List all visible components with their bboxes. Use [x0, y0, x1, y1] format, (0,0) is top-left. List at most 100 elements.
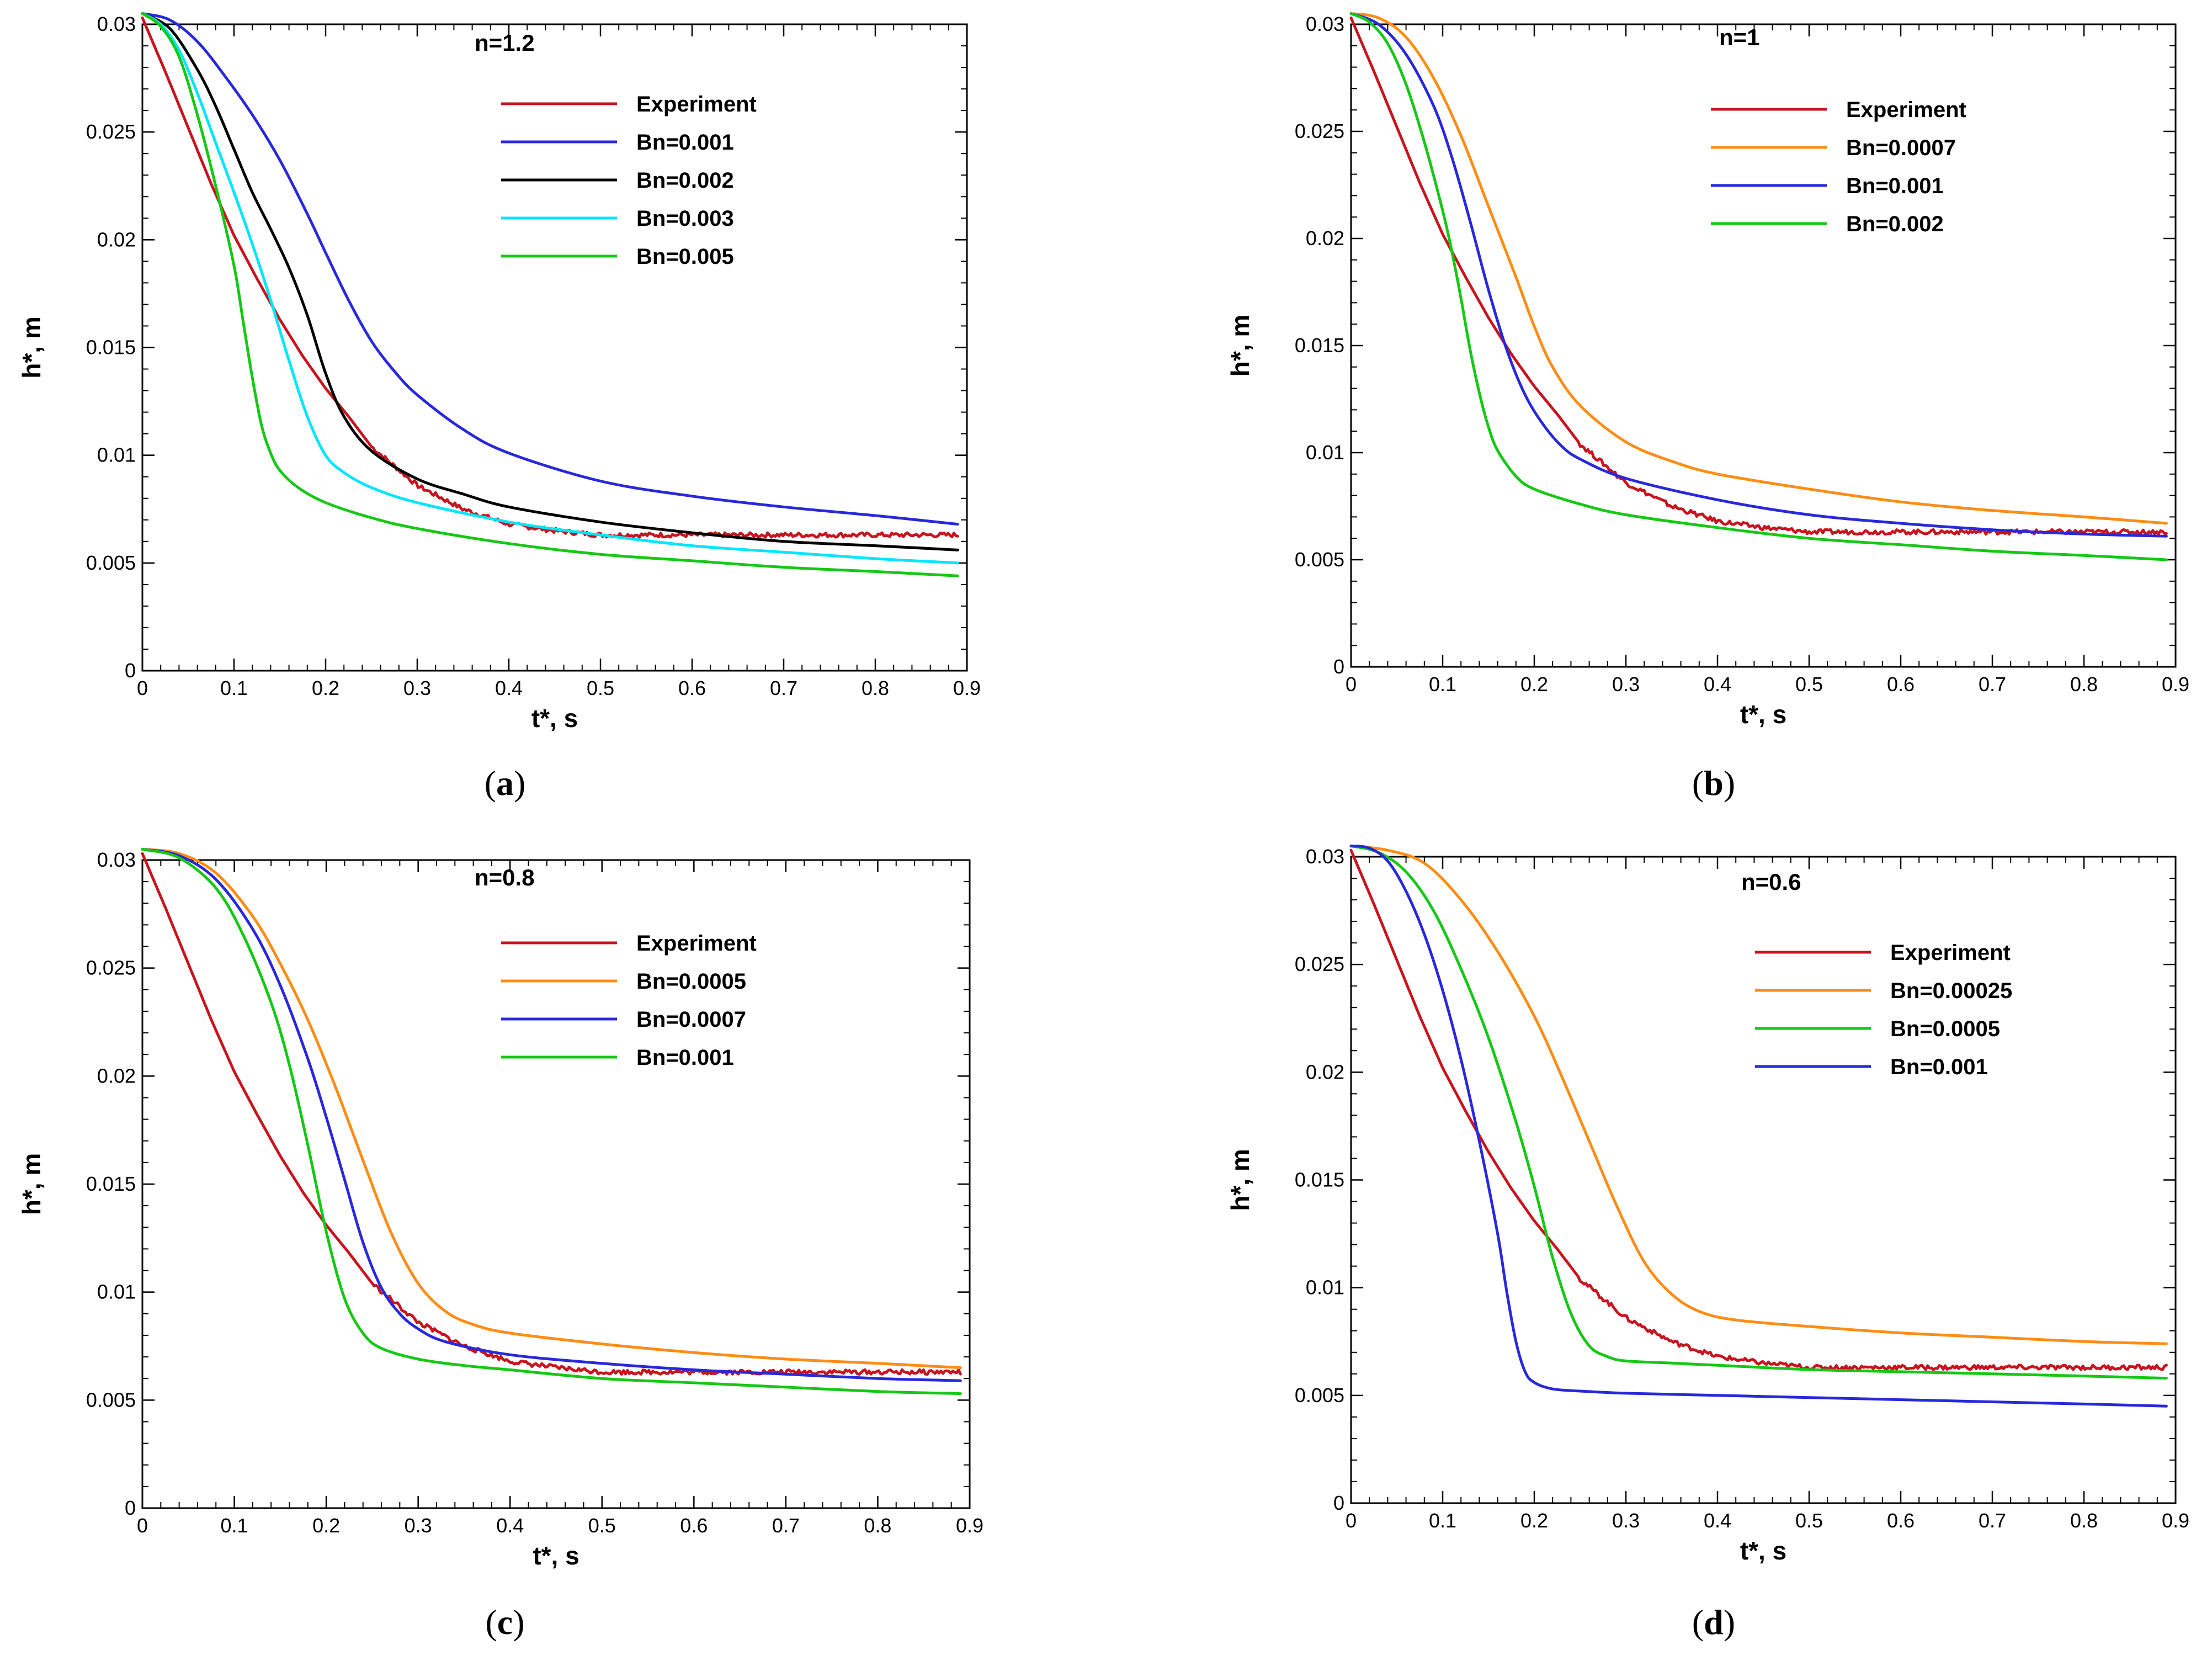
- y-tick-label: 0.005: [1295, 1384, 1344, 1407]
- x-tick-label: 0.8: [2070, 673, 2098, 696]
- x-tick-label: 0.7: [1979, 1509, 2006, 1532]
- series-line-bn-0-00025: [1349, 845, 2168, 1345]
- y-tick-label: 0.015: [1295, 1169, 1344, 1191]
- x-tick-label: 0: [137, 1514, 148, 1537]
- legend-entry-label: Experiment: [1890, 941, 2011, 965]
- legend-entry-label: Experiment: [1846, 98, 1966, 122]
- plot-frame: [141, 23, 968, 672]
- panel-caption: (c): [485, 1603, 524, 1642]
- x-tick-label: 0.9: [2162, 673, 2189, 696]
- y-axis-label: h*, m: [17, 1153, 46, 1215]
- x-tick-label: 0.2: [1520, 673, 1548, 696]
- legend-entry-label: Bn=0.001: [1846, 174, 1944, 198]
- x-tick-label: 0.2: [312, 677, 339, 699]
- series-line-experiment: [1349, 848, 2168, 1371]
- series-line-bn-0-005: [141, 12, 959, 577]
- chart-title: n=1.2: [475, 30, 535, 56]
- y-tick-label: 0.025: [1295, 120, 1344, 142]
- series-line-bn-0-002: [1349, 12, 2168, 561]
- y-tick-label: 0.03: [1306, 13, 1344, 35]
- panel-caption: (a): [485, 763, 526, 803]
- y-tick-label: 0: [1333, 655, 1344, 678]
- y-tick-label: 0.005: [86, 1388, 136, 1411]
- x-tick-label: 0.4: [1704, 1509, 1731, 1532]
- panel-d: 0 0.1 0.2 0.3 0.4 0.5 0.6 0.7 0.8 0.9 0 0.005 0.01 0.…: [1226, 845, 2189, 1642]
- x-tick-label: 0.7: [770, 677, 797, 699]
- plot-frame: [1350, 856, 2177, 1504]
- x-tick-label: 0.1: [1429, 1509, 1456, 1532]
- x-axis-label: t*, s: [1740, 700, 1786, 729]
- x-tick-label: 0.4: [496, 1514, 524, 1537]
- y-tick-label: 0.02: [97, 228, 136, 251]
- chart-title: n=0.8: [475, 864, 535, 890]
- y-tick-label: 0.015: [1295, 334, 1344, 357]
- legend-entry-label: Bn=0.0007: [636, 1007, 746, 1032]
- legend-entry-label: Bn=0.001: [1890, 1055, 1988, 1079]
- legend: Experiment Bn=0.0005 Bn=0.0007 Bn=0.001: [501, 931, 757, 1070]
- chart-title: n=1: [1719, 24, 1760, 50]
- x-tick-label: 0.6: [680, 1514, 708, 1537]
- series-line-bn-0-001: [141, 847, 962, 1396]
- panel-c: 0 0.1 0.2 0.3 0.4 0.5 0.6 0.7 0.8 0.9 0 0.005 0.01 0.…: [17, 847, 983, 1642]
- y-tick-label: 0.025: [86, 120, 136, 143]
- chart-title: n=0.6: [1741, 869, 1801, 895]
- series-line-experiment: [141, 852, 962, 1376]
- x-tick-label: 0.1: [1429, 673, 1456, 696]
- y-axis-label: h*, m: [17, 316, 46, 378]
- legend: Experiment Bn=0.00025 Bn=0.0005 Bn=0.001: [1755, 941, 2012, 1079]
- y-tick-label: 0.03: [97, 13, 136, 35]
- x-tick-label: 0.8: [2070, 1509, 2098, 1532]
- legend-entry-label: Bn=0.002: [636, 168, 734, 193]
- y-tick-label: 0.01: [1306, 441, 1344, 464]
- legend-entry-label: Bn=0.0005: [636, 969, 746, 994]
- series-line-bn-0-0005: [141, 847, 962, 1370]
- series-line-bn-0-0007: [1349, 12, 2168, 525]
- legend: Experiment Bn=0.0007 Bn=0.001 Bn=0.002: [1711, 98, 1966, 236]
- series-line-bn-0-001: [141, 12, 959, 526]
- x-tick-label: 0.2: [312, 1514, 340, 1537]
- x-tick-label: 0.3: [405, 1514, 432, 1537]
- series-line-bn-0-001: [1349, 12, 2168, 538]
- y-tick-label: 0.025: [86, 957, 136, 979]
- legend-entry-label: Experiment: [636, 931, 757, 956]
- x-tick-label: 0.7: [1979, 673, 2006, 696]
- panel-a: 0 0.1 0.2 0.3 0.4 0.5 0.6 0.7 0.8 0.9 0 0.005 0.01 0.…: [17, 12, 981, 803]
- series-line-bn-0-0007: [141, 847, 962, 1382]
- x-tick-label: 0.6: [1887, 1509, 1915, 1532]
- series-line-bn-0-001: [1349, 845, 2168, 1408]
- x-tick-label: 0.2: [1520, 1509, 1548, 1532]
- x-tick-label: 0.9: [956, 1514, 983, 1537]
- legend-entry-label: Experiment: [636, 92, 757, 116]
- y-tick-label: 0.03: [1306, 845, 1344, 868]
- legend-entry-label: Bn=0.001: [636, 1046, 734, 1070]
- x-tick-label: 0.8: [864, 1514, 891, 1537]
- legend-entry-label: Bn=0.002: [1846, 212, 1944, 236]
- x-tick-label: 0.5: [1795, 673, 1823, 696]
- y-tick-label: 0.02: [1306, 227, 1344, 250]
- y-tick-label: 0.015: [86, 1172, 136, 1195]
- x-tick-label: 0.1: [221, 1514, 248, 1537]
- x-axis-label: t*, s: [533, 1541, 579, 1570]
- x-tick-label: 0.6: [1887, 673, 1915, 696]
- legend-entry-label: Bn=0.00025: [1890, 979, 2012, 1003]
- plot-frame: [1350, 23, 2177, 668]
- y-tick-label: 0.015: [86, 336, 136, 359]
- x-tick-label: 0.9: [953, 677, 981, 699]
- series-line-bn-0-003: [141, 12, 959, 565]
- y-tick-label: 0: [125, 1497, 136, 1519]
- y-tick-label: 0.005: [86, 551, 136, 574]
- legend-entry-label: Bn=0.005: [636, 245, 734, 269]
- x-tick-label: 0.3: [403, 677, 431, 699]
- x-tick-label: 0.9: [2162, 1509, 2189, 1532]
- x-tick-label: 0.1: [220, 677, 248, 699]
- series-line-bn-0-0005: [1349, 845, 2168, 1380]
- y-tick-label: 0.01: [97, 1281, 136, 1303]
- x-tick-label: 0.4: [1704, 673, 1731, 696]
- x-tick-label: 0: [137, 677, 148, 699]
- y-tick-label: 0.025: [1295, 953, 1344, 975]
- x-tick-label: 0.7: [772, 1514, 800, 1537]
- legend-entry-label: Bn=0.003: [636, 206, 734, 231]
- x-tick-label: 0.5: [1795, 1509, 1823, 1532]
- y-tick-label: 0: [1333, 1492, 1344, 1514]
